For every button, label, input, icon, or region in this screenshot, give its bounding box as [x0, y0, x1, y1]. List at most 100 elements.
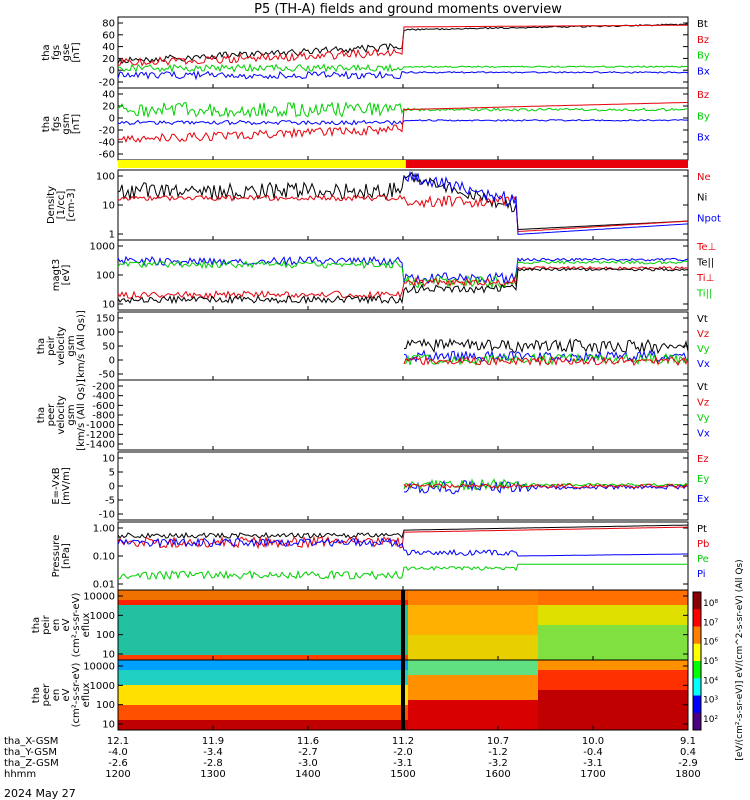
spectrogram-cell — [338, 720, 349, 726]
spectrogram-cell — [578, 700, 589, 706]
spectrogram-cell — [658, 690, 669, 696]
spectrogram-cell — [608, 595, 619, 601]
spectrogram-cell — [498, 660, 509, 666]
orbit-row-value: -0.4 — [583, 747, 603, 758]
spectrogram-cell — [558, 685, 569, 691]
spectrogram-cell — [348, 590, 359, 596]
y-axis-label: velocity — [56, 395, 67, 434]
spectrogram-cell — [368, 650, 379, 656]
spectrogram-cell — [338, 615, 349, 621]
spectrogram-cell — [518, 595, 529, 601]
spectrogram-cell — [418, 610, 429, 616]
spectrogram-cell — [358, 680, 369, 686]
spectrogram-cell — [148, 660, 159, 666]
y-tick-label: 1.00 — [93, 524, 115, 535]
legend-entry: Npot — [697, 213, 721, 224]
spectrogram-cell — [248, 635, 259, 641]
spectrogram-cell — [238, 675, 249, 681]
spectrogram-cell — [278, 645, 289, 651]
legend-entry: Vz — [697, 398, 709, 409]
spectrogram-cell — [528, 725, 539, 731]
spectrogram-cell — [358, 610, 369, 616]
spectrogram-cell — [448, 710, 459, 716]
spectrogram-cell — [418, 650, 429, 656]
spectrogram-cell — [298, 720, 309, 726]
spectrogram-cell — [238, 625, 249, 631]
spectrogram-cell — [378, 645, 389, 651]
spectrogram-cell — [148, 725, 159, 731]
orbit-row-value: -3.0 — [298, 758, 318, 769]
spectrogram-cell — [468, 685, 479, 691]
spectrogram-cell — [448, 590, 459, 596]
spectrogram-cell — [308, 650, 319, 656]
spectrogram-cell — [508, 650, 519, 656]
spectrogram-cell — [298, 670, 309, 676]
y-axis-label: tha — [36, 338, 47, 354]
spectrogram-cell — [208, 660, 219, 666]
spectrogram-cell — [498, 630, 509, 636]
spectrogram-cell — [248, 725, 259, 731]
spectrogram-cell — [628, 705, 639, 711]
spectrogram-cell — [458, 645, 469, 651]
spectrogram-cell — [678, 665, 689, 671]
spectrogram-cell — [408, 715, 419, 721]
spectrogram-cell — [338, 600, 349, 606]
spectrogram-cell — [678, 705, 689, 711]
spectrogram-cell — [178, 685, 189, 691]
spectrogram-cell — [438, 675, 449, 681]
spectrogram-cell — [378, 725, 389, 731]
spectrogram-cell — [618, 650, 629, 656]
spectrogram-cell — [578, 690, 589, 696]
spectrogram-cell — [528, 635, 539, 641]
spectrogram-cell — [668, 655, 679, 661]
spectrogram-cell — [288, 600, 299, 606]
spectrogram-cell — [648, 725, 659, 731]
spectrogram-cell — [278, 605, 289, 611]
spectrogram-cell — [668, 665, 679, 671]
spectrogram-cell — [618, 690, 629, 696]
spectrogram-cell — [318, 590, 329, 596]
spectrogram-cell — [678, 595, 689, 601]
spectrogram-cell — [298, 640, 309, 646]
spectrogram-cell — [538, 720, 549, 726]
spectrogram-cell — [198, 715, 209, 721]
spectrogram-cell — [408, 695, 419, 701]
spectrogram-cell — [648, 615, 659, 621]
spectrogram-cell — [518, 680, 529, 686]
spectrogram-cell — [508, 690, 519, 696]
spectrogram-cell — [238, 590, 249, 596]
y-axis-label: [mV/m] — [61, 467, 72, 505]
spectrogram-cell — [558, 610, 569, 616]
spectrogram-cell — [178, 590, 189, 596]
spectrogram-cell — [438, 615, 449, 621]
spectrogram-cell — [548, 610, 559, 616]
spectrogram-cell — [558, 590, 569, 596]
spectrogram-cell — [428, 680, 439, 686]
spectrogram-cell — [178, 665, 189, 671]
y-tick-label: 5 — [109, 468, 115, 479]
spectrogram-cell — [408, 595, 419, 601]
spectrogram-cell — [268, 640, 279, 646]
spectrogram-cell — [408, 675, 419, 681]
spectrogram-cell — [638, 605, 649, 611]
spectrogram-cell — [638, 645, 649, 651]
spectrogram-cell — [518, 610, 529, 616]
spectrogram-cell — [218, 595, 229, 601]
series-pe — [117, 563, 688, 581]
spectrogram-cell — [408, 600, 419, 606]
spectrogram-cell — [608, 615, 619, 621]
spectrogram-cell — [218, 680, 229, 686]
spectrogram-cell — [308, 685, 319, 691]
spectrogram-cell — [558, 600, 569, 606]
spectrogram-cell — [448, 700, 459, 706]
spectrogram-cell — [358, 615, 369, 621]
spectrogram-cell — [458, 725, 469, 731]
spectrogram-cell — [568, 630, 579, 636]
spectrogram-cell — [588, 590, 599, 596]
spectrogram-cell — [458, 685, 469, 691]
spectrogram-cell — [378, 595, 389, 601]
spectrogram-cell — [458, 660, 469, 666]
